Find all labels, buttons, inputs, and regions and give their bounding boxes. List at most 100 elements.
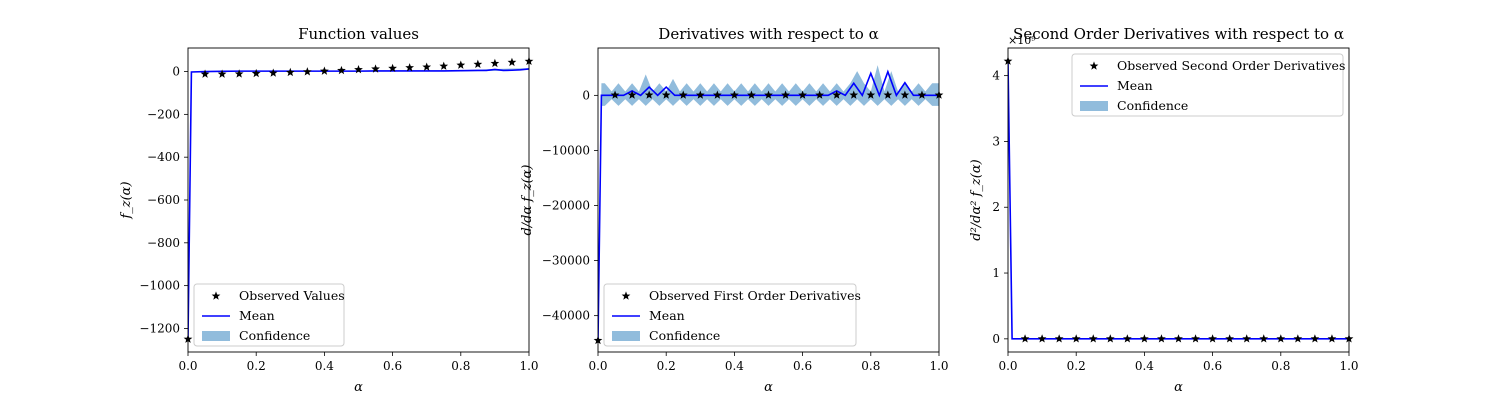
y-tick-label: −400 [147,150,180,164]
observed-point [1208,334,1217,343]
legend-label: Observed First Order Derivatives [649,288,861,303]
y-axis-label: d/dα f_z(α) [520,164,535,235]
y-tick-label: −10000 [542,143,590,157]
observed-point [217,69,227,78]
x-tick-label: 0.2 [657,359,676,373]
mean-line [1008,61,1349,340]
x-tick-label: 1.0 [929,359,948,373]
observed-point [832,90,842,99]
observed-point [815,90,825,99]
y-tick-label: 0 [172,65,180,79]
y-tick-label: −800 [147,236,180,250]
y-tick-label: 3 [992,134,1000,148]
observed-point [320,66,329,75]
legend-box [1071,53,1344,117]
y-axis-label: d²/dα² f_z(α) [969,159,984,240]
observed-point [1327,334,1337,343]
observed-point [1259,334,1269,343]
observed-point [285,67,295,77]
legend-box [193,283,345,347]
x-tick-label: 0.0 [178,359,197,373]
x-tick-label: 0.2 [1067,359,1086,373]
observed-point [1105,334,1115,343]
x-tick-label: 0.4 [725,359,744,373]
y-tick-label: −600 [147,193,180,207]
observed-point [354,65,363,74]
legend: Observed First Order Derivatives Mean Conf… [603,283,861,347]
y-axis-label: f_z(α) [119,181,134,219]
observed-point [371,64,380,73]
x-axis-label: α [1174,380,1183,395]
observed-point [627,90,637,99]
observed-point [1122,334,1132,343]
y-tick-label: −40000 [542,309,590,323]
x-axis-label: α [354,380,363,395]
chart-title: Second Order Derivatives with respect to… [1013,25,1344,43]
observed-point [764,90,773,99]
observed-point [1140,334,1149,343]
observed-point [661,90,671,99]
observed-point [200,69,210,78]
x-axis-label: α [764,380,773,395]
observed-point [1276,334,1286,343]
x-tick-label: 0.8 [451,359,470,373]
observed-point [473,59,483,68]
subplot-1: 0.0 0.2 0.4 0.6 0.8 1.0 0 −200 −400 −600 −800 −1000… [119,25,539,395]
observed-point [439,61,449,70]
observed-point [747,90,756,99]
axis-offset-text: ×10⁹ [1008,34,1036,47]
observed-point [712,90,722,99]
chart-title: Derivatives with respect to α [658,25,878,43]
observed-point [1242,334,1252,343]
legend-confidence-swatch [612,331,640,341]
observed-point [490,58,500,68]
x-tick-label: 1.0 [519,359,538,373]
legend-observed-marker [211,291,221,300]
observed-point [234,69,244,78]
legend-label: Mean [239,308,275,323]
legend-label: Confidence [1117,98,1188,113]
subplot-2: 0.0 0.2 0.4 0.6 0.8 1.0 0 −10000 −20000 −30000 −40… [520,25,949,395]
y-tick-label: −20000 [542,199,590,213]
legend-box [603,283,857,347]
y-tick-label: −1000 [139,279,180,293]
legend-observed-marker [621,291,631,300]
y-tick-label: −200 [147,107,180,121]
observed-point [1088,334,1098,343]
legend-label: Confidence [649,328,720,343]
observed-point [866,90,876,99]
observed-point [1293,334,1303,343]
observed-point [268,68,278,77]
x-tick-label: 0.0 [998,359,1017,373]
x-tick-label: 0.8 [1271,359,1290,373]
observed-point [781,90,790,99]
x-tick-label: 0.8 [861,359,880,373]
observed-point [1174,334,1183,343]
x-tick-label: 0.4 [1135,359,1154,373]
observed-point [507,57,517,67]
axes-frame [597,47,940,353]
y-tick-label: 4 [992,69,1000,83]
observed-point [1037,334,1047,343]
observed-point [251,68,261,78]
legend-confidence-swatch [202,331,230,341]
observed-point [405,63,415,72]
observed-point [1054,334,1064,343]
x-tick-label: 1.0 [1339,359,1358,373]
x-tick-label: 0.4 [315,359,334,373]
observed-point [798,90,807,99]
legend-label: Observed Second Order Derivatives [1117,58,1345,73]
observed-point [695,90,705,99]
observed-point [1157,334,1166,343]
x-tick-label: 0.6 [383,359,402,373]
observed-point [900,90,910,99]
x-tick-label: 0.6 [793,359,812,373]
observed-point [917,90,927,99]
legend-observed-marker [1089,61,1099,70]
observed-point [337,65,346,75]
legend-confidence-swatch [1080,101,1108,111]
y-tick-label: 2 [992,200,1000,214]
x-tick-label: 0.0 [588,359,607,373]
observed-point [1191,334,1200,343]
